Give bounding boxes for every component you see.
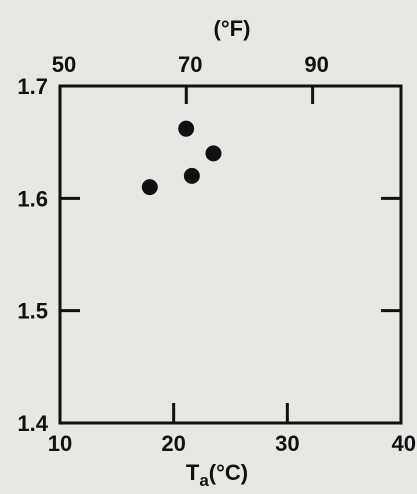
top-tick-label: 50 (52, 52, 76, 77)
y-tick-label: 1.5 (17, 299, 48, 324)
top-tick-label: 70 (178, 52, 202, 77)
y-tick-label: 1.4 (17, 411, 48, 436)
x-tick-label: 20 (161, 431, 185, 456)
y-tick-label: 1.6 (17, 186, 48, 211)
x-axis-title-subscript: a (199, 471, 209, 490)
x-axis-title-main: T (186, 460, 200, 485)
y-axis-ticks: 1.4 1.5 1.6 1.7 (17, 74, 401, 436)
top-axis-ticks: 50 70 90 (52, 52, 329, 104)
data-point (178, 120, 195, 137)
top-tick-label: 90 (304, 52, 328, 77)
data-points (141, 120, 222, 196)
top-axis-title: (°F) (214, 16, 251, 41)
data-point (205, 145, 222, 162)
data-point (183, 167, 200, 184)
plot-frame (58, 84, 403, 425)
x-tick-label: 10 (48, 431, 72, 456)
y-tick-label: 1.7 (17, 74, 48, 99)
x-axis-title-unit: (°C) (209, 460, 248, 485)
x-axis-title: Ta(°C) (186, 460, 248, 490)
x-tick-label: 30 (275, 431, 299, 456)
x-tick-label: 40 (392, 431, 416, 456)
data-point (141, 179, 158, 196)
x-axis-ticks: 10 20 30 40 (48, 403, 416, 456)
